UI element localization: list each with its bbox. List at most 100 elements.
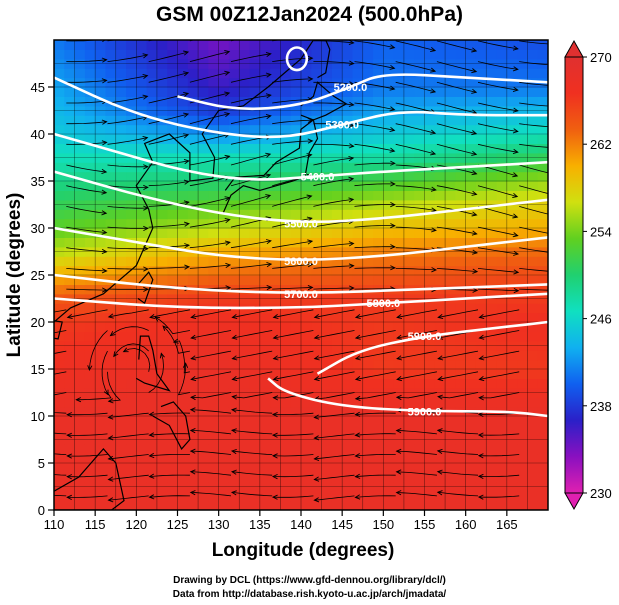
field-cell [239,228,251,238]
field-cell [475,237,487,248]
field-cell [445,416,456,426]
field-cell [54,96,65,107]
field-cell [187,369,199,379]
field-cell [424,256,436,267]
field-cell [342,425,354,436]
streamline-arrow [142,73,149,79]
field-cell [383,406,395,417]
field-cell [537,303,548,314]
field-cell [54,68,65,79]
field-cell [280,49,292,60]
field-cell [506,77,518,88]
field-cell [126,444,137,455]
field-cell [290,77,302,88]
field-cell [208,40,220,50]
field-cell [126,190,137,201]
field-cell [342,49,354,60]
field-cell [136,265,148,276]
streamline [232,330,273,339]
field-cell [74,369,86,379]
field-cell [301,124,312,135]
field-cell [54,87,65,97]
field-cell [95,303,107,314]
field-cell [301,256,312,267]
streamline [395,247,437,251]
field-cell [455,359,467,370]
field-cell [156,143,168,154]
field-cell [517,463,529,473]
field-cell [434,143,446,154]
field-cell [136,124,148,135]
field-cell [455,228,467,238]
field-cell [105,500,117,510]
streamline-arrow [101,229,108,235]
field-cell [115,369,127,379]
field-cell [342,77,354,88]
field-cell [527,491,539,502]
streamline [191,330,232,339]
streamline [230,240,271,249]
field-cell [537,284,548,295]
field-cell [167,124,179,135]
field-cell [136,472,148,483]
streamline [395,226,436,231]
streamline [273,330,314,339]
field-cell [496,162,508,173]
field-cell [136,171,148,182]
field-cell [445,115,456,126]
field-cell [517,87,529,97]
field-cell [331,256,343,267]
field-cell [270,58,282,69]
streamline-arrow [183,179,190,185]
streamline [54,392,67,396]
field-cell [74,134,86,144]
field-cell [218,369,230,379]
field-cell [517,143,529,154]
field-cell [187,228,199,238]
field-cell [249,397,261,408]
field-cell [527,359,539,370]
field-cell [445,378,456,389]
field-cell [249,40,261,50]
field-cell [517,96,529,107]
field-cell [208,378,220,389]
streamline-arrow [107,435,114,441]
field-cell [239,143,251,154]
field-cell [445,322,456,332]
field-cell [475,115,487,126]
field-cell [465,143,477,154]
field-cell [290,134,302,144]
field-cell [249,218,261,229]
streamline [355,412,396,416]
field-cell [105,237,117,248]
field-cell [290,378,302,389]
field-cell [373,115,384,126]
field-cell [496,303,508,314]
field-cell [64,406,76,417]
field-cell [198,49,209,60]
field-cell [486,58,498,69]
field-cell [321,87,333,97]
field-cell [393,228,405,238]
streamline-arrow [513,250,520,256]
field-cell [362,472,374,483]
field-cell [177,143,189,154]
field-cell [465,87,477,97]
streamline-arrow [190,334,197,340]
field-cell [64,359,76,370]
field-cell [187,124,199,135]
streamline [149,412,190,415]
streamline-arrow [148,432,155,438]
field-cell [342,162,354,173]
field-cell [445,500,456,510]
streamline-arrow [143,246,149,252]
streamline [190,450,232,455]
field-cell [352,237,364,248]
streamline [148,113,189,125]
field-cell [383,453,395,464]
streamline-arrow [471,150,478,156]
field-cell [445,397,456,408]
streamline-arrow [143,286,149,292]
streamline-arrow [306,194,313,200]
field-cell [177,491,189,502]
